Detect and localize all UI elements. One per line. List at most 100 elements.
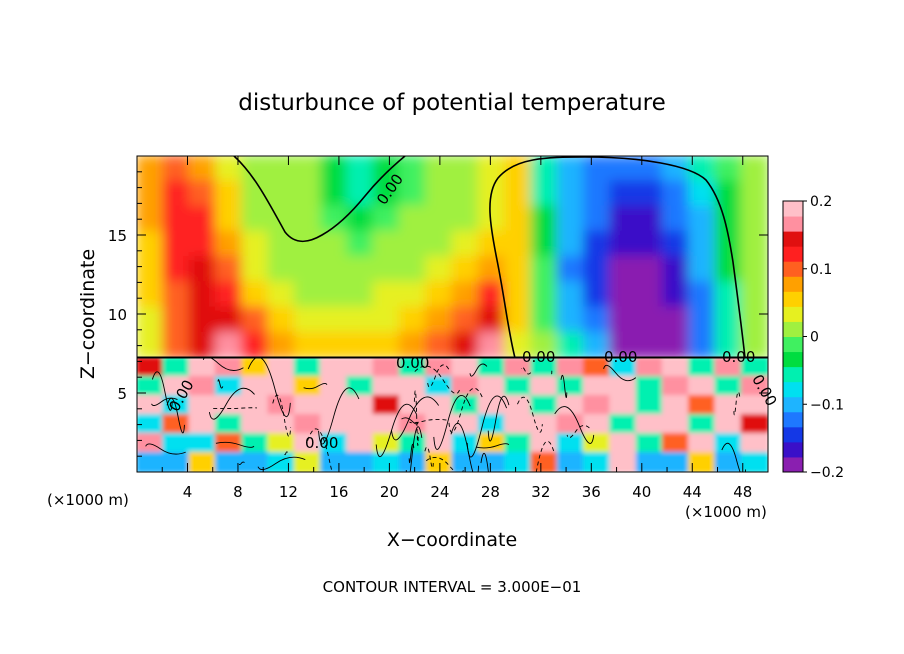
- x-tick-label: 36: [582, 483, 601, 501]
- lower-contour-line: [303, 383, 328, 390]
- field-cell: [372, 395, 401, 416]
- field-cell: [661, 180, 691, 208]
- lower-contour-line: [215, 441, 255, 448]
- colorbar-swatch: [783, 291, 803, 307]
- x-tick-label: 40: [632, 483, 651, 501]
- field-cell: [320, 256, 349, 284]
- field-cell: [267, 230, 296, 258]
- colorbar-swatch: [783, 426, 803, 443]
- field-cell: [504, 433, 533, 454]
- field-cell: [556, 331, 585, 358]
- field-cell: [372, 281, 401, 309]
- field-cell: [162, 331, 191, 358]
- field-cell: [477, 414, 507, 435]
- field-cell: [609, 414, 638, 435]
- field-cell: [556, 395, 585, 416]
- field-cell: [320, 358, 349, 378]
- x-unit-right: (×1000 m): [685, 503, 767, 521]
- field-cell: [451, 180, 480, 208]
- field-cell: [267, 433, 296, 454]
- field-cell: [451, 358, 480, 378]
- field-cell: [504, 331, 533, 358]
- field-cell: [320, 230, 349, 258]
- field-cell: [267, 452, 296, 472]
- field-cell: [214, 256, 244, 284]
- colorbar: 0.2 0.1 0 −0.1 −0.2: [782, 194, 844, 481]
- contour-label: 0.00: [604, 348, 637, 366]
- field-cell: [635, 452, 664, 472]
- x-axis-label: X−coordinate: [387, 529, 517, 551]
- colorbar-swatch: [783, 456, 803, 473]
- field-cell: [688, 281, 717, 309]
- field-cell: [504, 452, 533, 472]
- field-cell: [320, 395, 349, 416]
- field-cell: [137, 395, 165, 416]
- field-cell: [162, 180, 191, 208]
- colorbar-swatch: [783, 306, 803, 322]
- field-cell: [214, 376, 244, 397]
- field-cell: [740, 452, 768, 472]
- field-cell: [477, 395, 507, 416]
- field-cell: [293, 156, 323, 183]
- lower-contour-line: [405, 426, 423, 472]
- field-cell: [530, 180, 559, 208]
- field-cell: [635, 281, 664, 309]
- lower-contour-line: [560, 374, 568, 399]
- field-cell: [451, 306, 480, 334]
- x-tick-label: 16: [329, 483, 348, 501]
- lower-contour-line: [145, 443, 186, 455]
- field-cell: [188, 433, 217, 454]
- colorbar-swatch: [783, 216, 803, 232]
- field-cell: [609, 331, 638, 358]
- field-cell: [241, 331, 270, 358]
- field-cell: [504, 180, 533, 208]
- field-cell: [740, 414, 768, 435]
- field-cell: [451, 433, 480, 454]
- x-unit-left: (×1000 m): [47, 491, 129, 509]
- field-cell: [609, 452, 638, 472]
- field-cell: [372, 256, 401, 284]
- field-cell: [137, 414, 165, 435]
- field-cell: [372, 376, 401, 397]
- field-cell: [530, 395, 559, 416]
- field-cell: [346, 331, 375, 358]
- field-cell: [477, 306, 507, 334]
- field-cell: [398, 180, 428, 208]
- field-cell: [188, 256, 217, 284]
- lower-contour-line: [448, 387, 483, 433]
- field-cell: [320, 414, 349, 435]
- chart-title: disturbunce of potential temperature: [238, 90, 666, 116]
- field-cell: [398, 156, 428, 183]
- field-cell: [635, 395, 664, 416]
- field-cell: [504, 395, 533, 416]
- field-cell: [162, 230, 191, 258]
- field-cell: [635, 180, 664, 208]
- x-tick-label: 20: [380, 483, 399, 501]
- field-cell: [609, 256, 638, 284]
- field-cell: [714, 376, 743, 397]
- field-cell: [162, 376, 191, 397]
- field-cell: [346, 358, 375, 378]
- colorbar-tick-label: −0.1: [810, 397, 844, 413]
- field-cell: [241, 205, 270, 233]
- field-cell: [609, 180, 638, 208]
- x-tick-label: 8: [233, 483, 243, 501]
- field-cell: [661, 331, 691, 358]
- field-cell: [556, 256, 585, 284]
- field-cell: [635, 256, 664, 284]
- y-axis: 5 10 15: [108, 171, 768, 457]
- field-cell: [137, 331, 165, 358]
- field-cell: [530, 376, 559, 397]
- field-cell: [162, 414, 191, 435]
- colorbar-swatch: [783, 201, 803, 217]
- field-cell: [214, 205, 244, 233]
- field-cell: [688, 180, 717, 208]
- lower-contour-line: [208, 387, 255, 420]
- x-tick-label: 28: [481, 483, 500, 501]
- field-cell: [241, 433, 270, 454]
- field-cell: [556, 180, 585, 208]
- lower-contour-line: [433, 394, 471, 450]
- field-cell: [635, 205, 664, 233]
- field-cell: [635, 331, 664, 358]
- field-cell: [688, 452, 717, 472]
